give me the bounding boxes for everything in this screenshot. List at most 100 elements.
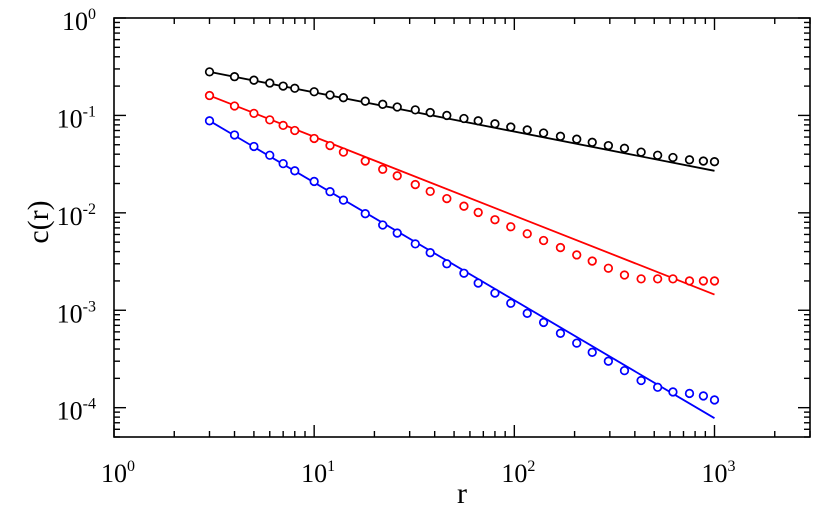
data-point-series-3 <box>325 187 335 197</box>
data-point-series-2 <box>684 276 695 286</box>
data-point-series-1 <box>653 150 663 160</box>
data-point-series-1 <box>587 137 597 147</box>
data-point-series-2 <box>506 222 516 232</box>
y-tick-label: 10-1 <box>57 103 96 133</box>
data-point-series-1 <box>249 75 259 85</box>
data-point-series-1 <box>603 140 614 151</box>
data-point-series-1 <box>442 110 452 121</box>
data-point-series-3 <box>425 248 435 258</box>
data-point-series-1 <box>265 78 275 88</box>
data-point-series-3 <box>249 141 259 152</box>
data-point-series-3 <box>490 288 500 298</box>
data-point-series-2 <box>410 179 420 190</box>
data-point-series-3 <box>538 317 549 328</box>
data-point-series-2 <box>603 263 614 273</box>
data-point-series-1 <box>506 122 516 132</box>
data-point-series-1 <box>278 81 288 91</box>
y-tick-label: 10-3 <box>57 298 96 328</box>
data-point-series-3 <box>278 158 288 169</box>
data-point-series-3 <box>392 228 402 238</box>
data-point-series-1 <box>572 134 582 144</box>
x-tick-label: 101 <box>301 458 335 488</box>
plot-frame <box>113 17 811 438</box>
data-point-series-1 <box>490 119 500 129</box>
data-point-series-1 <box>459 113 469 124</box>
data-point-series-3 <box>587 347 597 357</box>
data-point-series-2 <box>325 140 335 151</box>
data-point-series-2 <box>653 274 663 284</box>
data-point-series-1 <box>473 116 483 126</box>
x-tick-label: 100 <box>101 458 135 488</box>
data-point-series-1 <box>709 157 720 167</box>
data-point-series-1 <box>636 147 646 157</box>
data-point-series-2 <box>522 229 532 239</box>
x-tick-label: 102 <box>501 458 535 488</box>
data-point-series-3 <box>636 375 646 386</box>
data-point-series-2 <box>290 125 300 136</box>
axis-ticks <box>113 17 811 438</box>
data-point-series-2 <box>555 242 566 253</box>
data-point-series-3 <box>668 387 678 397</box>
data-point-series-3 <box>309 176 319 187</box>
data-point-series-3 <box>204 116 215 126</box>
y-tick-label: 10-2 <box>57 201 96 231</box>
data-point-series-3 <box>555 328 566 338</box>
data-point-series-2 <box>378 164 388 174</box>
data-point-series-2 <box>698 276 709 286</box>
data-point-series-2 <box>338 147 349 157</box>
data-point-series-2 <box>425 186 435 197</box>
x-tick-label: 103 <box>701 458 735 488</box>
data-point-series-3 <box>360 209 370 219</box>
data-point-series-1 <box>392 102 402 112</box>
data-point-series-2 <box>229 101 240 111</box>
data-point-series-1 <box>410 105 420 115</box>
data-point-series-3 <box>410 239 420 249</box>
data-point-series-1 <box>619 143 630 153</box>
data-point-series-2 <box>278 120 288 131</box>
data-point-series-1 <box>325 90 335 100</box>
data-point-series-3 <box>522 308 532 318</box>
data-point-series-1 <box>378 99 388 109</box>
data-point-series-1 <box>229 72 240 82</box>
data-point-series-2 <box>249 108 259 119</box>
data-point-series-2 <box>360 156 370 166</box>
data-point-series-2 <box>204 90 215 101</box>
data-point-series-1 <box>425 107 435 118</box>
data-point-series-2 <box>538 235 549 246</box>
data-point-series-3 <box>338 195 349 205</box>
data-point-series-3 <box>290 166 300 176</box>
tick-labels: 100 101 102 103 100 10-1 10-2 10-3 10-4 <box>57 6 736 488</box>
data-point-series-2 <box>619 270 630 280</box>
data-points <box>204 67 720 405</box>
data-point-series-1 <box>522 125 532 135</box>
data-point-series-2 <box>392 171 402 181</box>
data-point-series-1 <box>338 93 349 103</box>
data-point-series-2 <box>587 256 597 266</box>
data-point-series-1 <box>309 87 319 97</box>
data-point-series-3 <box>506 298 516 308</box>
data-point-series-1 <box>684 155 695 165</box>
data-point-series-1 <box>668 152 678 163</box>
y-tick-label: 10-4 <box>57 396 96 426</box>
data-point-series-2 <box>490 215 500 225</box>
data-point-series-2 <box>572 250 582 260</box>
data-point-series-2 <box>442 193 452 204</box>
data-point-series-3 <box>229 130 240 140</box>
data-point-series-2 <box>636 274 646 284</box>
data-point-series-3 <box>442 259 452 269</box>
data-point-series-3 <box>619 365 630 376</box>
data-point-series-2 <box>265 115 275 125</box>
data-point-series-3 <box>473 278 483 288</box>
data-point-series-1 <box>698 156 709 166</box>
data-point-series-3 <box>653 382 663 392</box>
data-point-series-3 <box>709 395 720 405</box>
data-point-series-2 <box>309 133 319 144</box>
data-point-series-3 <box>684 388 695 399</box>
x-axis-label: r <box>457 477 467 509</box>
data-point-series-3 <box>698 391 709 401</box>
data-point-series-2 <box>473 207 483 218</box>
data-point-series-2 <box>459 201 469 211</box>
data-point-series-1 <box>204 67 215 77</box>
data-point-series-2 <box>709 276 720 286</box>
